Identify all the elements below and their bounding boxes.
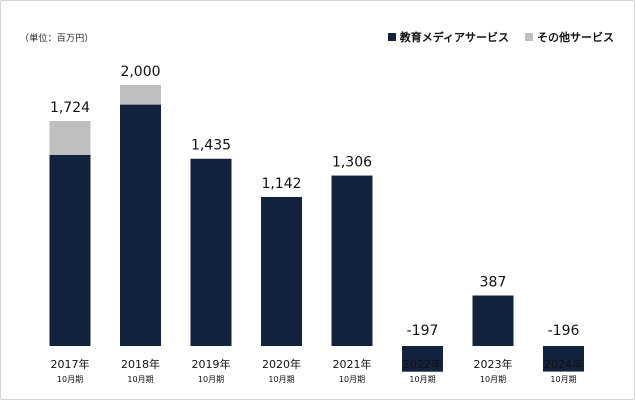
x-tick-period-4: 10月期	[339, 375, 365, 384]
x-tick-year-4: 2021年	[333, 357, 372, 371]
x-tick-period-2: 10月期	[198, 375, 224, 384]
bar-other-0	[49, 121, 91, 155]
value-label-4: 1,306	[332, 155, 372, 171]
x-tick-year-3: 2020年	[262, 357, 301, 371]
bar-education-0	[49, 154, 91, 346]
bar-education-5	[402, 346, 443, 372]
value-label-5: -197	[407, 323, 439, 339]
x-tick-period-3: 10月期	[268, 375, 294, 384]
bar-education-2	[190, 158, 232, 346]
bar-education-6	[472, 295, 514, 346]
bar-education-3	[261, 196, 302, 346]
value-label-2: 1,435	[191, 138, 231, 154]
legend-swatch-education	[387, 33, 396, 41]
x-tick-year-0: 2017年	[51, 357, 90, 371]
unit-label: （単位：百万円）	[20, 34, 94, 44]
legend-swatch-other	[525, 33, 533, 41]
value-label-0: 1,724	[50, 100, 90, 116]
x-tick-period-0: 10月期	[57, 375, 83, 384]
legend-label-other: その他サービス	[537, 31, 614, 44]
x-tick-period-1: 10月期	[127, 375, 153, 384]
x-tick-year-7: 2024年	[544, 357, 583, 371]
bar-education-4	[331, 175, 373, 346]
value-label-1: 2,000	[120, 64, 160, 80]
bar-education-1	[120, 104, 161, 346]
x-tick-period-7: 10月期	[550, 375, 576, 384]
legend-item-other: その他サービス	[525, 29, 614, 45]
value-label-3: 1,142	[261, 176, 301, 192]
x-tick-period-5: 10月期	[409, 375, 435, 384]
x-tick-period-6: 10月期	[480, 375, 506, 384]
value-label-6: 387	[480, 274, 507, 290]
x-tick-year-6: 2023年	[474, 357, 513, 371]
legend-item-education: 教育メディアサービス	[387, 29, 509, 45]
bar-other-1	[120, 85, 161, 105]
legend-label-education: 教育メディアサービス	[399, 31, 509, 44]
legend: 教育メディアサービス その他サービス	[372, 29, 614, 45]
x-tick-year-2: 2019年	[192, 357, 231, 371]
x-tick-year-5: 2022年	[403, 357, 442, 371]
x-tick-year-1: 2018年	[121, 357, 160, 371]
bar-education-7	[543, 346, 584, 372]
value-label-7: -196	[548, 323, 580, 339]
